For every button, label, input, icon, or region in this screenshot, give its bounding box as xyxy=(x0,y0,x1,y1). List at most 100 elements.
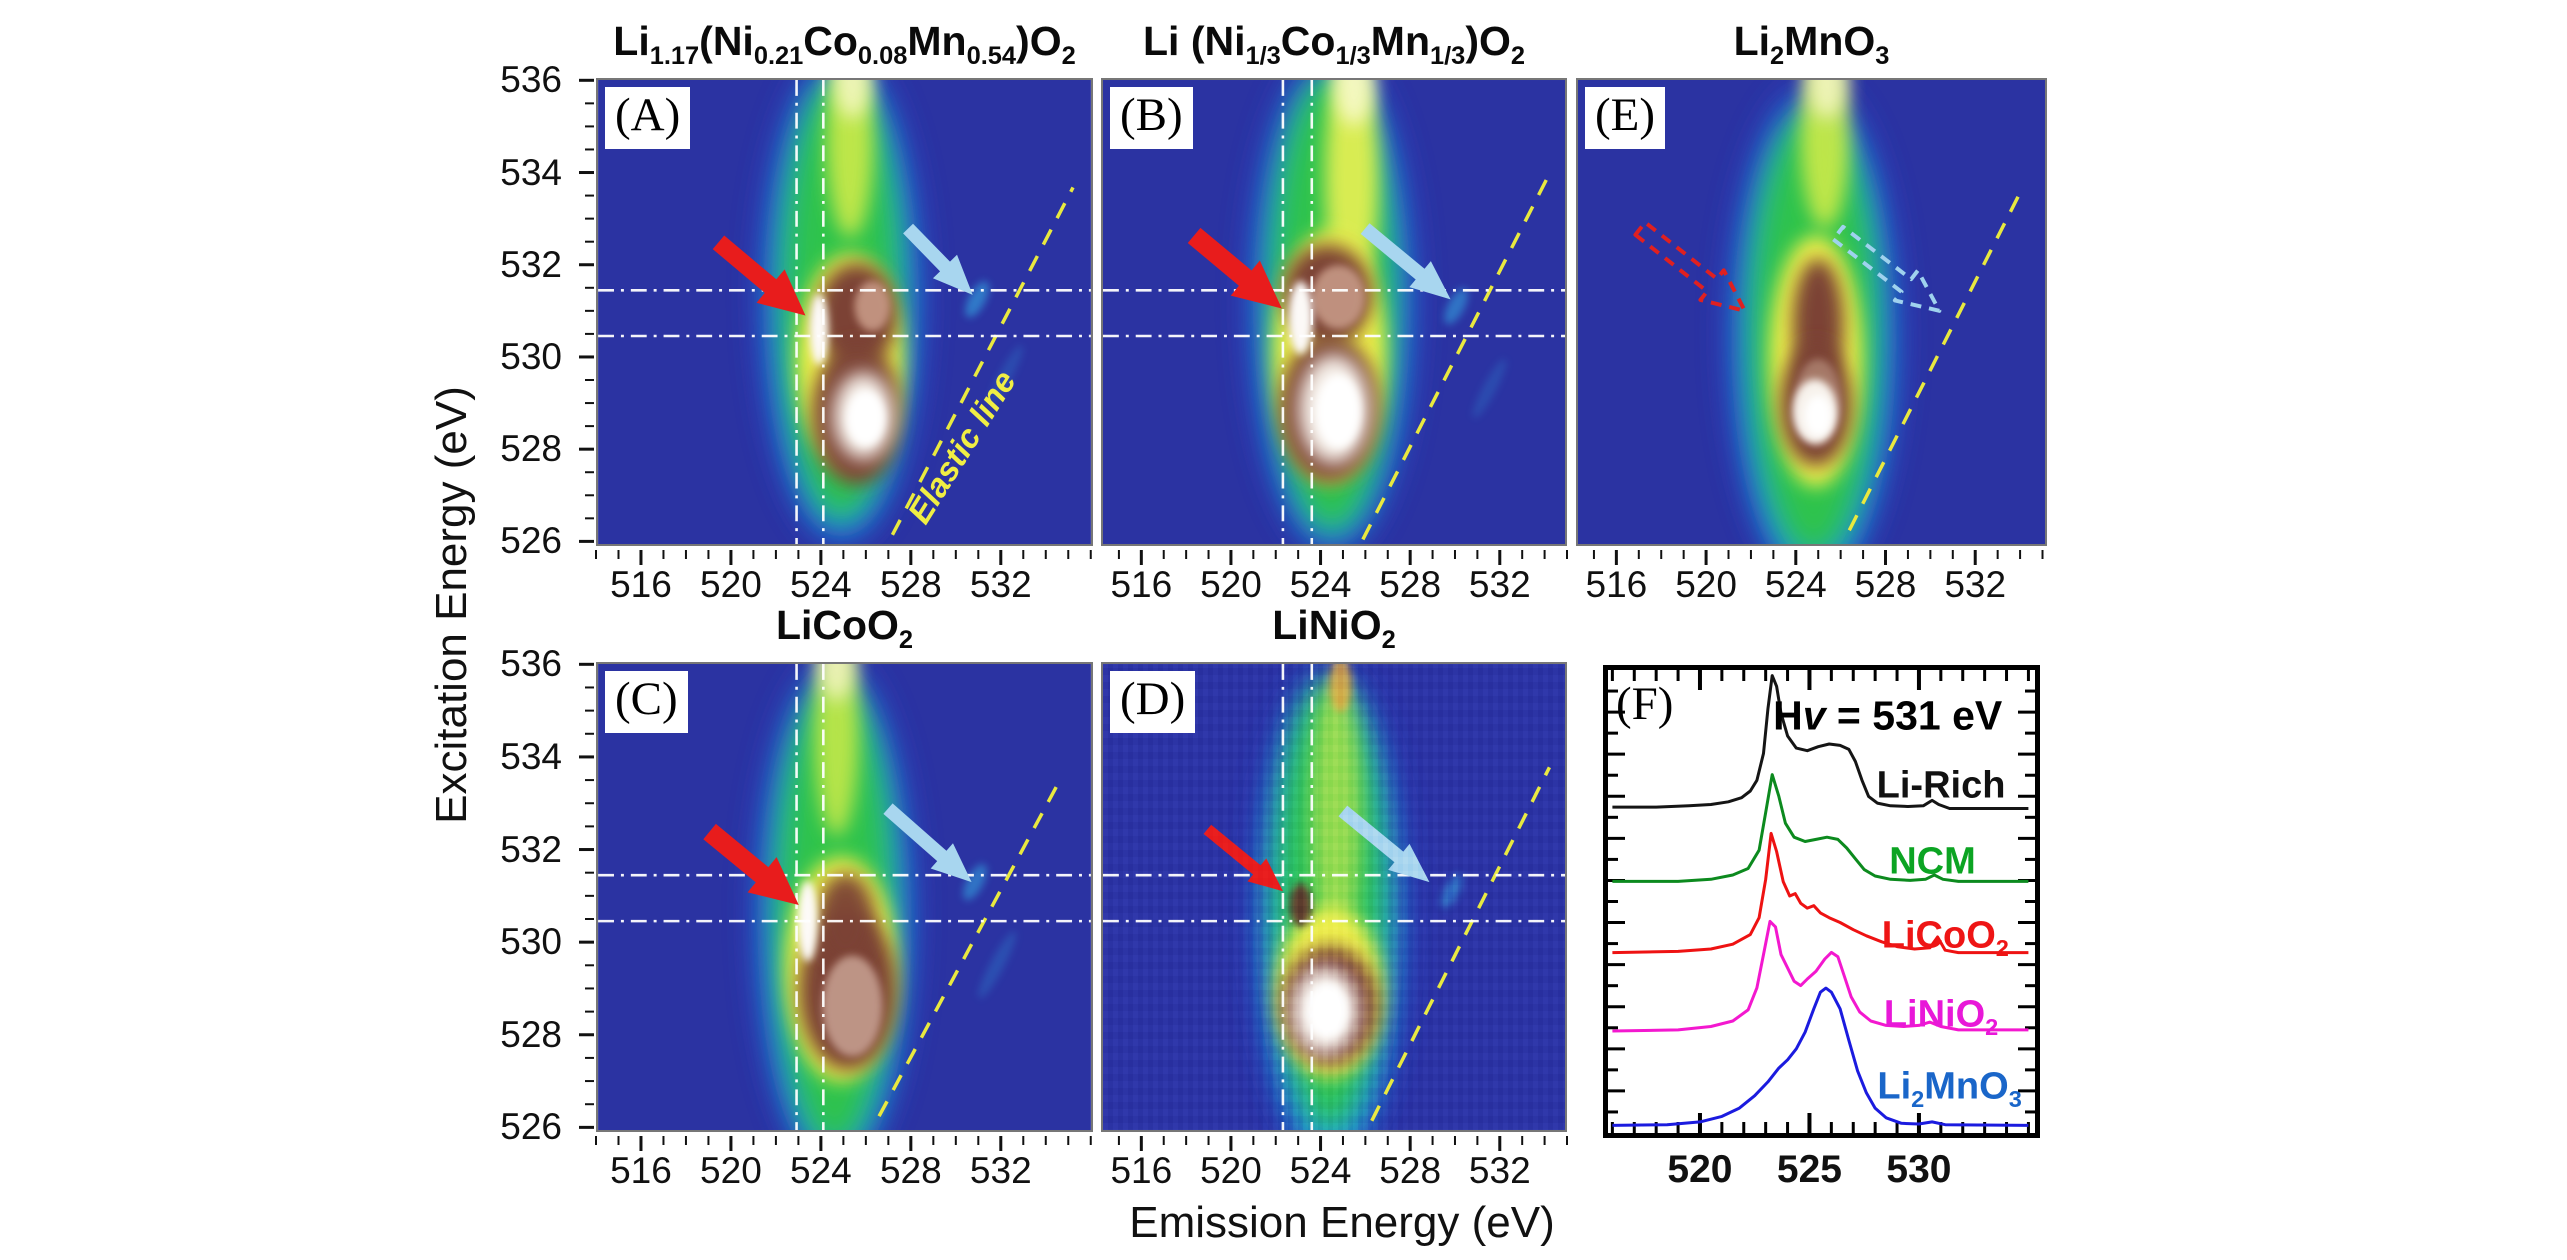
x-tick-label: 528 xyxy=(879,564,942,605)
x-tick-label: 516 xyxy=(1110,564,1173,605)
x-tick-label: 528 xyxy=(879,1150,942,1191)
intensity-blob xyxy=(978,931,1016,999)
x-axis-ruler xyxy=(1592,550,2044,565)
x-tick-label: 524 xyxy=(790,1150,852,1191)
intensity-blob xyxy=(1329,664,1352,713)
x-tick-label: 532 xyxy=(1468,1150,1531,1191)
x-axis-label: Emission Energy (eV) xyxy=(1129,1198,1555,1247)
x-tick-label: 516 xyxy=(610,564,672,605)
x-tick-label: 520 xyxy=(1675,564,1737,605)
x-tick-label: 532 xyxy=(969,1150,1032,1191)
elastic-line xyxy=(890,186,1075,536)
panel-C: LiCoO2 (C) 516 520 524 528 532 526 528 530 532 53… xyxy=(500,602,1093,1191)
blue-arrow xyxy=(1338,805,1430,883)
panel-C-letter: (C) xyxy=(605,671,688,734)
x-tick-label: 524 xyxy=(1289,564,1352,605)
red-arrow xyxy=(1187,227,1282,309)
curve-label-LiCoO2: LiCoO2 xyxy=(1881,914,2009,962)
rixs-map-svg xyxy=(598,80,1091,544)
x-tick-label: 520 xyxy=(700,564,762,605)
excitation-energy-annotation: Hv = 531 eV xyxy=(1773,692,2003,739)
x-tick-label: 524 xyxy=(790,564,852,605)
curve-label-Li-Rich: Li-Rich xyxy=(1876,764,2006,807)
y-axis-ruler xyxy=(579,662,594,1129)
y-tick-label: 526 xyxy=(500,520,562,562)
intensity-blob xyxy=(1289,883,1312,928)
intensity-blob xyxy=(809,293,829,365)
blue-arrow xyxy=(903,223,973,295)
x-tick-label: 532 xyxy=(1944,564,2007,605)
curve-label-LiNiO2: LiNiO2 xyxy=(1883,993,1999,1041)
rixs-map-svg xyxy=(598,664,1091,1130)
panel-D: LiNiO2 (D) 516 520 524 528 532 xyxy=(1101,602,1568,1191)
x-tick-label: 520 xyxy=(700,1150,762,1191)
intensity-blob xyxy=(814,664,859,837)
x-tick-label: 528 xyxy=(1854,564,1917,605)
y-tick-label: 530 xyxy=(500,335,562,377)
x-tick-label: 532 xyxy=(969,564,1032,605)
y-tick-label: 532 xyxy=(500,828,562,870)
x-axis-ruler xyxy=(595,550,1092,565)
y-tick-label: 528 xyxy=(500,1013,562,1055)
panel-E-letter: (E) xyxy=(1585,87,1666,150)
intensity-blob xyxy=(822,955,883,1057)
panel-C-heatmap xyxy=(596,662,1093,1132)
curve-label-Li2MnO3: Li2MnO3 xyxy=(1877,1065,2022,1112)
intensity-blob xyxy=(854,281,891,332)
x-tick-label: 520 xyxy=(1200,564,1262,605)
spectrum-curve-Li2MnO3 xyxy=(1612,986,2029,1127)
y-tick-label: 526 xyxy=(500,1106,562,1148)
rixs-map-svg xyxy=(1578,80,2045,544)
intensity-blob xyxy=(1800,80,1850,229)
intensity-blob xyxy=(826,80,874,238)
intensity-blob xyxy=(1440,874,1463,909)
x-tick-label: 525 xyxy=(1776,1148,1842,1191)
x-axis-ruler xyxy=(1117,550,1568,565)
intensity-blob xyxy=(963,864,987,901)
elastic-line xyxy=(1370,766,1552,1122)
x-tick-label: 524 xyxy=(1764,564,1827,605)
panel-A-letter: (A) xyxy=(605,87,691,150)
y-axis-label: Excitation Energy (eV) xyxy=(427,386,476,824)
panel-B-title: Li (Ni1/3Co1/3Mn1/3)O2 xyxy=(1142,18,1526,71)
y-tick-label: 530 xyxy=(500,921,562,963)
intensity-blob xyxy=(1306,983,1349,1039)
blue-arrow-outline xyxy=(1831,224,1942,313)
spectra-svg xyxy=(1608,670,2035,1133)
panel-F: Li-Rich NCM LiCoO2 LiNiO2 Li2MnO3 Hv = 531 eV… xyxy=(1603,665,2040,1191)
spectrum-curve-Li-Rich xyxy=(1612,674,2029,810)
intensity-blob xyxy=(1334,80,1375,126)
spectrum-curve-LiCoO2 xyxy=(1612,831,2029,955)
intensity-blob xyxy=(1804,395,1832,437)
elastic-line xyxy=(1361,172,1551,541)
y-tick-label: 536 xyxy=(500,59,562,101)
panel-D-letter: (D) xyxy=(1110,671,1196,734)
y-tick-label: 528 xyxy=(500,428,562,470)
x-axis-ruler xyxy=(595,1136,1092,1151)
x-tick-label: 520 xyxy=(1667,1148,1733,1191)
intensity-blob xyxy=(1311,675,1361,951)
intensity-blob xyxy=(1472,358,1507,419)
x-tick-label: 528 xyxy=(1379,1150,1442,1191)
intensity-blob xyxy=(1311,265,1366,330)
x-tick-label: 520 xyxy=(1200,1150,1262,1191)
spectrum-curve-LiNiO2 xyxy=(1612,919,2029,1033)
intensity-blob xyxy=(1444,288,1469,325)
panel-B: Li (Ni1/3Co1/3Mn1/3)O2 (B) 516 520 524 528 5… xyxy=(1101,18,1568,605)
panel-B-letter: (B) xyxy=(1110,87,1193,150)
x-tick-label: 516 xyxy=(1585,564,1648,605)
blue-arrow xyxy=(883,803,972,883)
red-arrow xyxy=(712,235,806,316)
panel-A: Li1.17(Ni0.21Co0.08Mn0.54)O2 Elastic lin… xyxy=(500,18,1093,605)
panel-B-heatmap xyxy=(1101,78,1567,546)
x-axis-ruler xyxy=(1117,1136,1568,1151)
intensity-blob xyxy=(1288,281,1313,355)
panel-F-spectra-plot: Li-Rich NCM LiCoO2 LiNiO2 Li2MnO3 Hv = 531 eV xyxy=(1603,665,2040,1138)
y-tick-label: 534 xyxy=(500,151,562,193)
intensity-blob xyxy=(833,80,872,119)
intensity-blob xyxy=(989,345,1023,405)
elastic-line xyxy=(877,775,1064,1118)
elastic-line xyxy=(1847,186,2025,532)
panel-E: Li2MnO3 (E) 516 520 524 528 532 xyxy=(1576,18,2047,605)
